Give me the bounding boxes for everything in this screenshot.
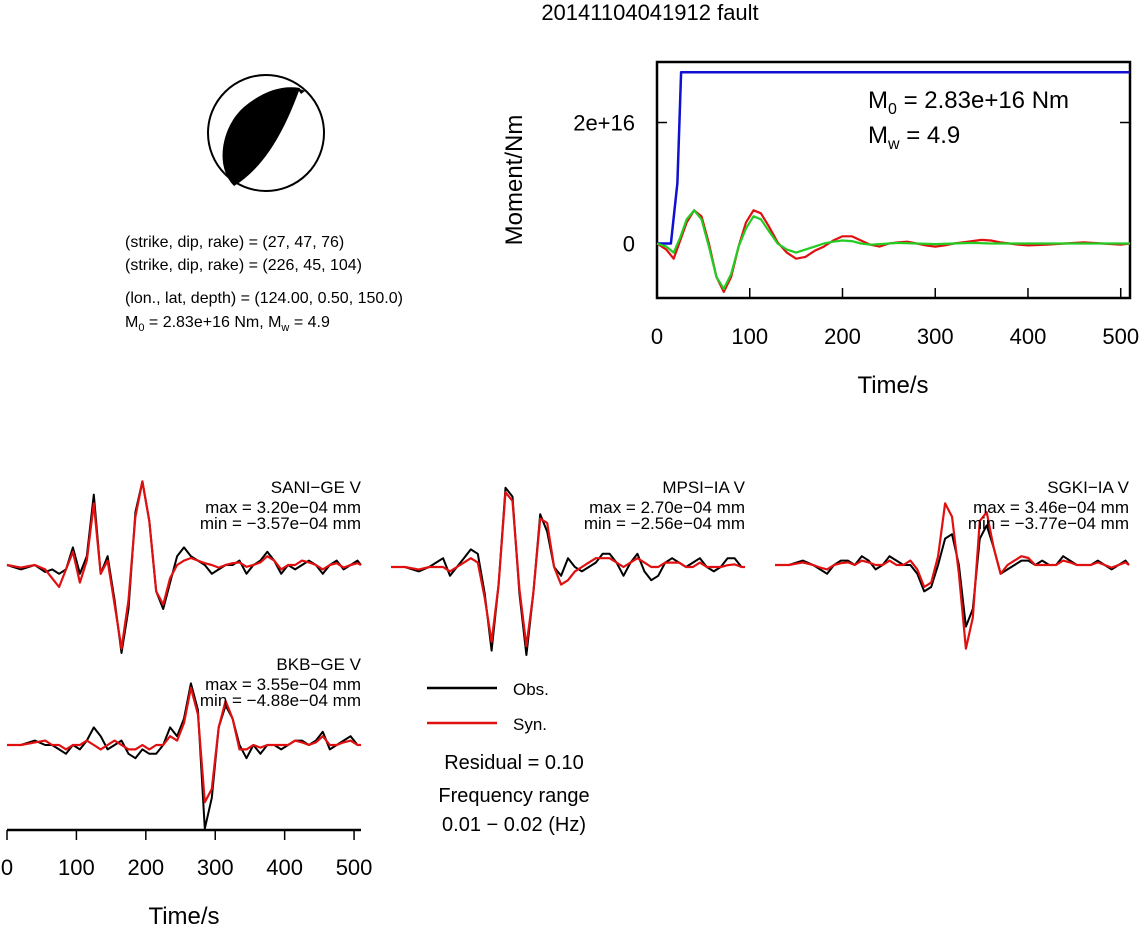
waveform-xtick-label: 500 [336,855,373,880]
synthetic-trace [6,480,362,650]
observed-trace [775,524,1130,628]
station-max: max = 2.70e−04 mm [589,498,745,517]
moment-xlabel: Time/s [857,372,928,399]
moment-annotation-m0: M0 = 2.83e+16 Nm [868,87,1069,118]
residual-text: Residual = 0.10 [444,752,584,774]
focal-line-2: (strike, dip, rake) = (226, 45, 104) [125,257,362,274]
moment-ytick-label: 2e+16 [573,111,635,136]
synthetic-trace [391,491,745,648]
station-max: max = 3.20e−04 mm [205,498,361,517]
frequency-range-value: 0.01 − 0.02 (Hz) [442,814,586,836]
stf-reference-line [656,209,1130,290]
moment-ytick-label: 0 [623,232,635,257]
moment-annotation-mw: Mw = 4.9 [868,122,960,153]
station-max: max = 3.55e−04 mm [205,675,361,694]
station-min: min = −3.57e−04 mm [200,514,361,533]
moment-plot-frame [655,60,1132,300]
station-name: SANI−GE V [271,478,362,497]
moment-ylabel: Moment/Nm [501,115,528,246]
frequency-range-label: Frequency range [438,785,589,807]
legend-syn-label: Syn. [513,715,547,734]
focal-line-1: (strike, dip, rake) = (27, 47, 76) [125,234,344,251]
beachball-small-quadrant [297,88,305,94]
synthetic-trace [7,686,361,804]
station-min: min = −2.56e−04 mm [584,514,745,533]
moment-cumulative-line [657,71,1130,245]
waveform-xtick-label: 400 [266,855,303,880]
moment-xtick-label: 100 [731,324,768,349]
moment-xtick-label: 500 [1102,324,1139,349]
station-min: min = −4.88e−04 mm [200,691,361,710]
waveform-xtick-label: 300 [197,855,234,880]
waveform-xtick-label: 0 [1,855,13,880]
waveform-xlabel: Time/s [148,903,219,926]
figure-title: 20141104041912 fault [541,0,758,25]
focal-line-3: (lon., lat, depth) = (124.00, 0.50, 150.… [125,290,403,307]
legend: Obs. Syn. Residual = 0.10 Frequency rang… [427,680,590,836]
station-min: min = −3.77e−04 mm [968,514,1129,533]
synthetic-trace [775,502,1130,650]
waveform-xtick-label: 100 [58,855,95,880]
beachball-compression-quadrant [222,87,300,186]
moment-axes: 0 100 200 300 400 500 0 2e+16 [573,111,1139,349]
moment-xtick-label: 300 [917,324,954,349]
waveform-time-axis: 0 100 200 300 400 500 [1,828,373,880]
focal-line-4: M0 = 2.83e+16 Nm, Mw = 4.9 [125,314,330,334]
station-name: BKB−GE V [276,655,361,674]
station-name: MPSI−IA V [662,478,745,497]
moment-xtick-label: 0 [651,324,663,349]
legend-obs-label: Obs. [513,680,549,699]
moment-xtick-label: 200 [824,324,861,349]
waveform-xtick-label: 200 [127,855,164,880]
beachball [207,74,325,192]
moment-xtick-label: 400 [1010,324,1047,349]
moment-series [656,71,1131,293]
station-max: max = 3.46e−04 mm [973,498,1129,517]
station-name: SGKI−IA V [1047,478,1129,497]
